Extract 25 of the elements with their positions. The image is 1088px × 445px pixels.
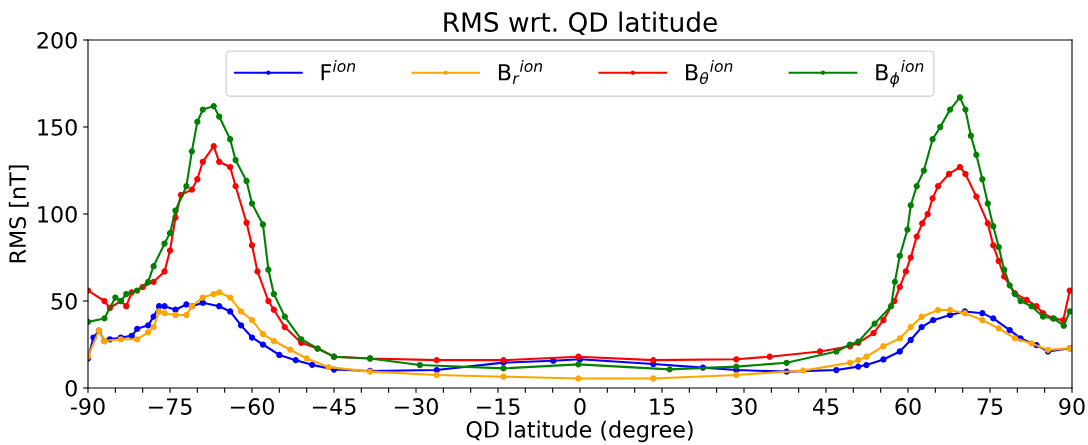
chart-title: RMS wrt. QD latitude [444, 11, 717, 36]
x-tick-label: 0 [574, 398, 586, 415]
y-tick-label: 50 [51, 292, 77, 310]
x-tick-label: −75 [148, 398, 192, 415]
y-tick-label: 200 [37, 31, 77, 49]
x-tick-label: 15 [650, 398, 675, 415]
x-tick-label: −60 [230, 398, 274, 415]
x-tick-label: 60 [895, 398, 921, 415]
y-axis-title: RMS [nT] [8, 165, 29, 263]
x-tick-label: −45 [312, 398, 356, 415]
y-tick-label: 150 [38, 118, 77, 136]
legend-label: F$^{ion}$ [321, 60, 356, 81]
x-tick-label: 90 [1059, 398, 1085, 415]
legend-label: B$_{θ}$$^{ion}$ [686, 60, 733, 85]
x-tick-label: 75 [977, 398, 1003, 415]
y-tick-label: 0 [65, 379, 77, 397]
x-tick-label: −30 [394, 398, 438, 415]
legend-label: B$_{r}$$^{ion}$ [498, 60, 543, 84]
legend-label: B$_{ϕ}$$^{ion}$ [876, 60, 924, 88]
y-tick-label: 100 [38, 205, 77, 223]
x-tick-label: 45 [812, 398, 839, 415]
x-tick-label: -90 [70, 398, 105, 415]
x-tick-label: −15 [476, 398, 520, 415]
x-axis-title: QD latitude (degree) [466, 420, 693, 443]
x-tick-label: 30 [731, 398, 757, 415]
